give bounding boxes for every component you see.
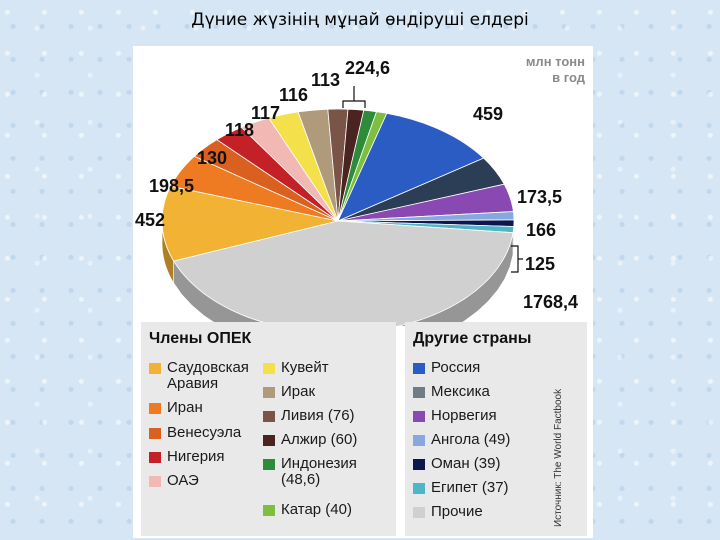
pie-slices — [161, 108, 515, 326]
value-label-иран: 198,5 — [149, 176, 194, 196]
legend-label: Мексика — [431, 383, 490, 400]
legend-swatch — [149, 363, 161, 374]
legend-swatch — [413, 507, 425, 518]
legend-label: Египет (37) — [431, 479, 509, 496]
legend-swatch — [263, 363, 275, 374]
legend-label: Саудовская Аравия — [167, 359, 249, 392]
legend-other-countries: Другие страны Россия Мексика Норвегия Ангол… — [405, 322, 587, 536]
legend-swatch — [263, 459, 275, 470]
pie-brackets — [342, 86, 523, 273]
value-label-кувейт: 116 — [279, 85, 308, 105]
legend-swatch — [413, 483, 425, 494]
legend-swatch — [263, 387, 275, 398]
legend-swatch — [149, 452, 161, 463]
legend-label: Катар (40) — [281, 501, 352, 518]
value-label-норвегия: 166 — [526, 220, 556, 240]
value-label-мексика: 173,5 — [517, 187, 562, 207]
legend-label: Оман (39) — [431, 455, 501, 472]
legend-swatch — [413, 435, 425, 446]
legend-label: Нигерия — [167, 448, 225, 465]
legend-label: Прочие — [431, 503, 483, 520]
legend-label: Норвегия — [431, 407, 497, 424]
pie-chart-figure: 452 198,5 130 118 117 116 113 459 173,5 166 1768,4… — [133, 46, 593, 538]
legend-other-title: Другие страны — [413, 330, 532, 347]
legend-label: ОАЭ — [167, 472, 199, 489]
legend-label: Россия — [431, 359, 481, 376]
legend-opec: Члены ОПЕК Саудовская Аравия Иран Венесуэл… — [141, 322, 396, 536]
legend-swatch — [263, 505, 275, 516]
legend-label: Ливия (76) — [281, 407, 355, 424]
value-label-россия: 459 — [473, 104, 503, 124]
units-line-1: млн тонн — [525, 54, 585, 69]
value-label-прочие: 1768,4 — [523, 292, 578, 312]
legend-label: Индонезия (48,6) — [281, 455, 357, 488]
value-label-bracket-other-small: 125 — [525, 254, 555, 274]
value-label-саудовская-аравия: 452 — [135, 210, 165, 230]
pie-slice-саудовская-аравия — [161, 185, 339, 262]
legend-swatch — [413, 459, 425, 470]
units-line-2: в год — [552, 70, 585, 85]
value-label-bracket-opec-small: 224,6 — [345, 58, 390, 78]
pie-slice-прочие — [173, 220, 514, 326]
value-label-ирак: 113 — [311, 70, 340, 90]
legend-swatch — [149, 476, 161, 487]
legend-swatch — [149, 403, 161, 414]
legend-swatch — [413, 363, 425, 374]
legend-swatch — [263, 435, 275, 446]
legend-label: Ангола (49) — [431, 431, 511, 448]
legend-label: Кувейт — [281, 359, 329, 376]
legend-label: Ирак — [281, 383, 316, 400]
bracket-opec-small — [342, 100, 366, 108]
page-title: Дүние жүзінің мұнай өндіруші елдері — [191, 10, 529, 30]
units-label: млн тонн в год — [526, 54, 585, 86]
bracket-other-small — [511, 245, 523, 273]
value-label-венесуэла: 130 — [197, 148, 227, 168]
legend-label: Иран — [167, 399, 203, 416]
legend-swatch — [263, 411, 275, 422]
legend-label: Венесуэла — [167, 424, 242, 441]
pie-slice-россия — [337, 112, 485, 222]
legend-swatch — [413, 387, 425, 398]
legend-swatch — [413, 411, 425, 422]
legend-label: Алжир (60) — [281, 431, 358, 448]
legend-swatch — [149, 428, 161, 439]
value-label-нигерия: 118 — [225, 120, 254, 140]
legend-opec-title: Члены ОПЕК — [149, 330, 252, 347]
value-label-оаэ: 117 — [251, 103, 280, 123]
source-note: Источник: The World Factbook — [553, 388, 564, 527]
